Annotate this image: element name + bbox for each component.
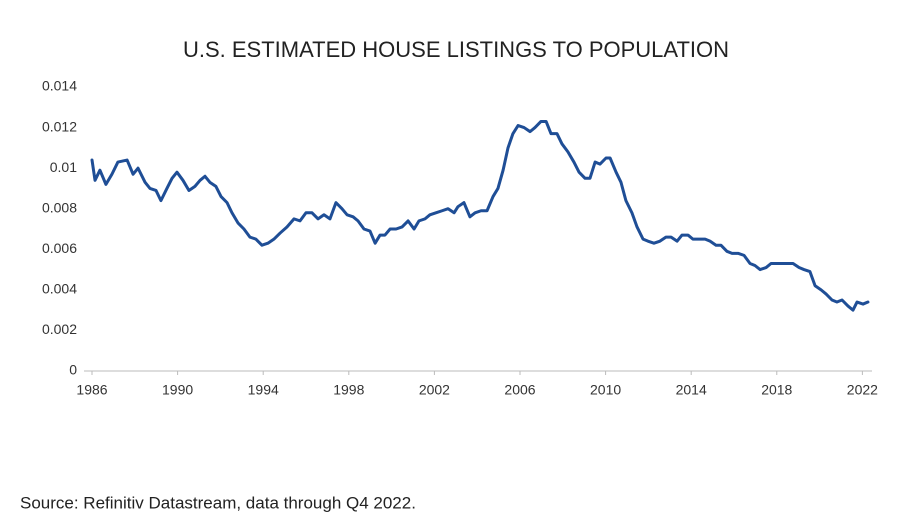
x-tick-label: 2014 <box>676 382 707 398</box>
y-tick-label: 0.002 <box>42 321 77 337</box>
x-tick-label: 2002 <box>419 382 450 398</box>
x-tick-label: 2010 <box>590 382 621 398</box>
x-tick-label: 1998 <box>333 382 364 398</box>
y-tick-label: 0.012 <box>42 118 77 134</box>
y-tick-label: 0.004 <box>42 281 77 297</box>
y-tick-label: 0.006 <box>42 240 77 256</box>
y-tick-label: 0 <box>69 362 77 378</box>
source-note: Source: Refinitiv Datastream, data throu… <box>20 493 416 512</box>
x-tick-label: 1990 <box>162 382 193 398</box>
x-tick-label: 1986 <box>76 382 107 398</box>
x-tick-label: 2018 <box>761 382 792 398</box>
y-tick-label: 0.014 <box>42 78 77 94</box>
data-line <box>90 119 870 312</box>
chart-title: U.S. ESTIMATED HOUSE LISTINGS TO POPULAT… <box>183 37 729 62</box>
x-tick-label: 1994 <box>248 382 279 398</box>
y-tick-label: 0.008 <box>42 199 77 215</box>
x-tick-label: 2022 <box>847 382 878 398</box>
x-tick-label: 2006 <box>504 382 535 398</box>
y-tick-label: 0.01 <box>50 159 77 175</box>
